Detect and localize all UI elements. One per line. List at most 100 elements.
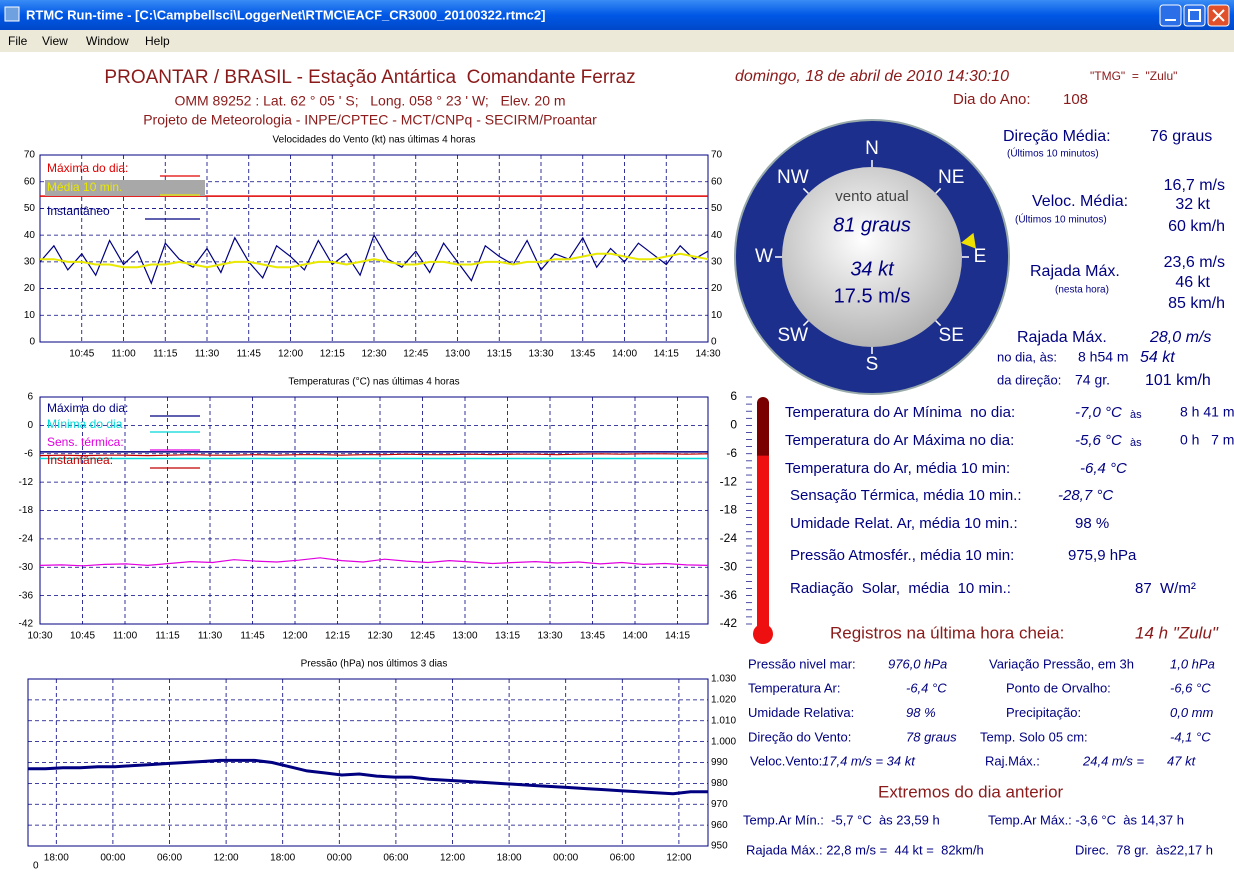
x-tick-label: 12:00 (440, 853, 465, 864)
speed-kt: 32 kt (1175, 196, 1210, 213)
gust-day-kt: 54 kt (1140, 349, 1175, 366)
compass-point: S (866, 354, 879, 375)
x-tick-label: 10:45 (69, 349, 94, 360)
x-tick-label: 12:45 (403, 349, 428, 360)
menu-item[interactable]: View (42, 34, 68, 48)
x-tick-label: 11:00 (111, 349, 136, 360)
reading-label: Radiação Solar, média 10 min.: (790, 580, 1011, 597)
reading-label: Temperatura do Ar, média 10 min: (785, 460, 1010, 477)
x-tick-label: 12:15 (325, 631, 350, 642)
direction-note: (Últimos 10 minutos) (1007, 147, 1099, 160)
y2-tick-label: 1.020 (711, 695, 736, 706)
gust-day-time: 8 h54 m (1078, 349, 1129, 365)
gust-day-label: Rajada Máx. (1017, 329, 1107, 346)
y-tick-label: -30 (19, 562, 34, 573)
y2-tick-label: 50 (711, 203, 723, 214)
reading-label: Temperatura do Ar Máxima no dia: (785, 432, 1014, 449)
window-title: RTMC Run-time - [C:\Campbellsci\LoggerNe… (26, 7, 545, 22)
y-tick-label: 60 (24, 176, 36, 187)
x-tick-label: 13:30 (537, 631, 562, 642)
previous-title: Extremos do dia anterior (878, 782, 1064, 801)
wind-speed-kt: 34 kt (850, 258, 895, 280)
reading-value: -6,4 °C (1080, 460, 1127, 477)
x-tick-label: 12:15 (320, 349, 345, 360)
reading-value: 87 W/m² (1135, 580, 1196, 597)
y2-tick-label: 990 (711, 757, 728, 768)
chart-title: Velocidades do Vento (kt) nas últimas 4 … (273, 135, 476, 146)
y2-tick-label: 1.030 (711, 674, 736, 685)
record-label: Veloc.Vento: (750, 754, 822, 769)
y-tick-label: 20 (24, 283, 36, 294)
menu-item[interactable]: File (8, 34, 28, 48)
x-tick-label: 14:00 (622, 631, 647, 642)
reading-time: 8 h 41 m (1180, 404, 1234, 420)
gust-hour-kt: 46 kt (1175, 274, 1210, 291)
x-tick-label: 12:00 (278, 349, 303, 360)
gust-day-direction: 74 gr. (1075, 372, 1110, 388)
y2-tick-label: -30 (720, 559, 738, 573)
y2-tick-label: 40 (711, 230, 723, 241)
compass-point: N (865, 138, 879, 159)
reading-at: às (1130, 409, 1142, 421)
x-tick-label: 11:30 (195, 349, 220, 360)
record-value: 976,0 hPa (888, 656, 947, 671)
x-tick-label: 12:30 (367, 631, 392, 642)
y2-tick-label: -12 (720, 474, 738, 488)
x-tick-label: 12:45 (410, 631, 435, 642)
y2-tick-label: 0 (711, 337, 717, 348)
legend-label: Mínima do dia (47, 417, 123, 431)
direction-value: 76 graus (1150, 128, 1212, 145)
record-value: -4,1 °C (1170, 729, 1211, 744)
x-tick-label: 06:00 (157, 853, 182, 864)
wind-speed-ms: 17.5 m/s (834, 285, 911, 307)
previous-direction: Direc. 78 gr. às22,17 h (1075, 842, 1213, 857)
record-label: Direção do Vento: (748, 729, 851, 744)
compass-point: E (974, 246, 987, 267)
reading-label: Sensação Térmica, média 10 min.: (790, 487, 1022, 504)
y2-tick-label: 0 (730, 418, 737, 432)
y2-tick-label: -36 (720, 588, 738, 602)
y2-tick-label: -18 (720, 503, 738, 517)
gust-day-time-label: no dia, às: (997, 349, 1057, 364)
record-value: -6,6 °C (1170, 681, 1211, 696)
y2-tick-label: -6 (726, 446, 737, 460)
x-tick-label: 00:00 (100, 853, 125, 864)
x-tick-label: 12:30 (361, 349, 386, 360)
y-tick-label: -24 (19, 534, 34, 545)
timezone: "TMG" = "Zulu" (1090, 69, 1177, 83)
x-tick-label: 13:15 (487, 349, 512, 360)
y2-tick-label: 30 (711, 256, 723, 267)
page: RTMC Run-time - [C:\Campbellsci\LoggerNe… (0, 0, 1234, 874)
compass-point: NW (777, 167, 809, 188)
x-tick-label: 10:45 (70, 631, 95, 642)
y-tick-label: 70 (24, 150, 36, 161)
speed-ms: 16,7 m/s (1164, 177, 1225, 194)
chart-title: Temperaturas (°C) nas últimas 4 horas (288, 377, 459, 388)
minimize-button[interactable] (1160, 5, 1181, 26)
reading-time: 0 h 7 m (1180, 432, 1234, 448)
y2-tick-label: -42 (720, 616, 738, 630)
day-label: Dia do Ano: (953, 91, 1031, 108)
reading-label: Umidade Relat. Ar, média 10 min.: (790, 515, 1018, 532)
compass-point: NE (938, 167, 964, 188)
maximize-button[interactable] (1184, 5, 1205, 26)
record-label: Temperatura Ar: (748, 681, 841, 696)
legend-label: Sens. térmica: (47, 435, 124, 449)
reading-value: 98 % (1075, 515, 1109, 532)
menu-item[interactable]: Window (86, 34, 129, 48)
y-tick-label: -36 (19, 590, 34, 601)
speed-kmh: 60 km/h (1168, 218, 1225, 235)
y-tick-label: 0 (27, 420, 33, 431)
gust-day-kmh: 101 km/h (1145, 372, 1211, 389)
datetime: domingo, 18 de abril de 2010 14:30:10 (735, 68, 1009, 85)
y-tick-label: 10 (24, 310, 36, 321)
compass-point: SE (939, 325, 964, 346)
legend-label: Instantâneo (47, 204, 110, 218)
menu-item[interactable]: Help (145, 34, 170, 48)
record-label: Umidade Relativa: (748, 705, 854, 720)
previous-temp-max: Temp.Ar Máx.: -3,6 °C às 14,37 h (988, 812, 1184, 827)
y-tick-label: 0 (29, 337, 35, 348)
record-label: Temp. Solo 05 cm: (980, 729, 1088, 744)
y2-tick-label: 1.000 (711, 736, 736, 747)
y2-tick-label: 70 (711, 150, 723, 161)
